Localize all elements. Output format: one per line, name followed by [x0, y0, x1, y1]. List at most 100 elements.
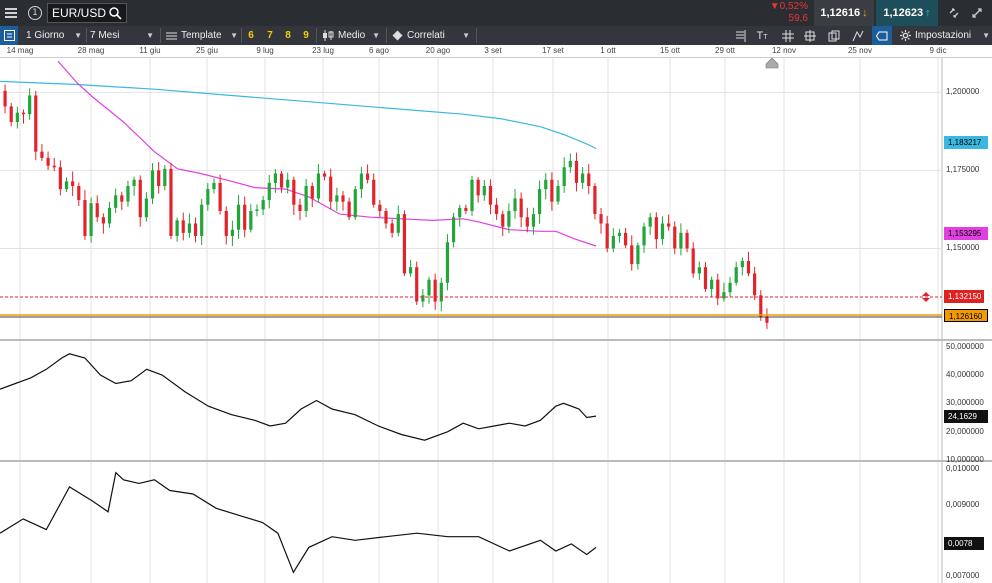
candle-body	[568, 161, 572, 168]
tag-icon[interactable]	[872, 26, 892, 45]
y-tick-label: 0,010000	[946, 464, 980, 474]
candle-body	[71, 181, 75, 187]
chevron-down-icon: ▼	[982, 31, 990, 40]
candle-body	[353, 189, 357, 218]
candle-body	[605, 223, 609, 249]
date-tick-label: 28 mag	[77, 46, 105, 55]
candle-body	[679, 232, 683, 249]
candle-body	[329, 176, 333, 202]
chart-area[interactable]	[0, 58, 992, 583]
collapse-icon[interactable]	[944, 0, 964, 26]
expand-icon[interactable]	[966, 0, 988, 26]
candle-body	[408, 267, 413, 274]
alert-price-tag[interactable]: 1,132150	[944, 290, 984, 303]
ask-price-button[interactable]: 1,12623 ↑	[876, 0, 938, 26]
template-dropdown[interactable]: Template ▼	[164, 26, 240, 45]
divider	[476, 28, 477, 43]
date-tick-label: 23 lug	[312, 46, 334, 55]
candle-body	[519, 198, 523, 218]
candle-body	[544, 179, 548, 190]
candle-body	[292, 179, 296, 205]
settings-label: Impostazioni	[915, 30, 972, 41]
interval-dropdown[interactable]: 1 Giorno ▼	[24, 26, 84, 45]
drawing-tool-icon[interactable]	[850, 26, 866, 45]
template-slot-8[interactable]: 8	[285, 30, 291, 41]
candle-body	[734, 267, 738, 283]
crosshair-icon[interactable]	[802, 26, 818, 45]
candle-body	[378, 204, 382, 211]
symbol-search-field[interactable]: EUR/USD	[47, 3, 127, 23]
candle-body	[230, 229, 234, 236]
candle-body	[636, 245, 640, 265]
candle-body	[396, 214, 400, 233]
info-icon[interactable]: 1	[26, 0, 44, 26]
search-icon[interactable]	[109, 7, 122, 20]
candle-body	[107, 207, 112, 224]
template-slot-7[interactable]: 7	[267, 30, 273, 41]
candle-body	[126, 186, 130, 202]
vertical-line-tool-icon[interactable]	[732, 26, 748, 45]
candle-body	[439, 282, 443, 302]
candle-body	[617, 232, 622, 236]
y-tick-label: 1,200000	[946, 87, 980, 97]
candle-body	[390, 223, 394, 233]
candle-body	[482, 186, 486, 196]
candle-body	[322, 173, 327, 177]
chevron-down-icon: ▼	[146, 31, 154, 40]
candle-body	[200, 204, 204, 236]
candle-body	[384, 210, 388, 224]
menu-icon[interactable]	[0, 0, 22, 26]
candle-body	[89, 203, 93, 236]
date-tick-label: 9 dic	[929, 46, 947, 55]
y-tick-label: 10,000000	[946, 455, 984, 464]
candle-body	[458, 207, 462, 218]
correlated-dropdown[interactable]: Correlati ▼	[390, 26, 472, 45]
date-tick-label: 29 ott	[714, 46, 736, 55]
candle-body	[298, 204, 302, 211]
indicator2-value-tag: 0,0078	[944, 537, 984, 550]
candle-body	[728, 282, 732, 293]
date-tick-label: 17 set	[542, 46, 564, 55]
date-tick-label: 14 mag	[6, 46, 34, 55]
candle-body	[716, 279, 720, 299]
interval-label: 1 Giorno	[26, 30, 65, 41]
candle-body	[562, 167, 566, 187]
candle-body	[691, 248, 695, 274]
candle-body	[433, 279, 437, 302]
candle-body	[3, 90, 7, 107]
text-tool-icon[interactable]: TT	[756, 29, 768, 42]
candle-body	[550, 179, 554, 202]
template-slot-9[interactable]: 9	[303, 30, 309, 41]
bid-price: 1,12616	[820, 7, 861, 19]
candle-body	[703, 267, 708, 290]
y-tick-label: 20,000000	[946, 426, 984, 436]
bid-price-button[interactable]: 1,12616 ↓	[814, 0, 874, 26]
copy-icon[interactable]	[826, 26, 842, 45]
ma200-price-tag: 1,183217	[944, 136, 988, 149]
candle-body	[218, 182, 222, 211]
candle-body	[169, 168, 173, 236]
candle-body	[476, 179, 480, 196]
settings-dropdown[interactable]: Impostazioni ▼	[898, 26, 992, 45]
range-dropdown[interactable]: 7 Mesi ▼	[88, 26, 156, 45]
candle-body	[236, 204, 241, 230]
chart-type-dropdown[interactable]: Medio ▼	[320, 26, 382, 45]
candle-body	[310, 186, 314, 199]
template-slot-6[interactable]: 6	[248, 30, 254, 41]
grid-icon[interactable]	[780, 26, 796, 45]
y-tick-label: 50,000000	[946, 341, 984, 351]
candle-body	[501, 214, 505, 227]
last-price-tag: 1,126160	[944, 309, 988, 322]
candle-body	[451, 217, 456, 243]
list-icon[interactable]	[0, 26, 18, 45]
candle-body	[654, 217, 658, 240]
y-tick-label: 1,175000	[946, 165, 980, 175]
ma50-line	[57, 60, 597, 247]
diamond-icon	[392, 30, 403, 41]
candle-body	[642, 226, 646, 246]
candle-body	[765, 316, 769, 323]
correlated-label: Correlati	[407, 30, 445, 41]
candle-body	[488, 186, 493, 205]
candle-body	[746, 260, 751, 274]
divider	[241, 28, 242, 43]
